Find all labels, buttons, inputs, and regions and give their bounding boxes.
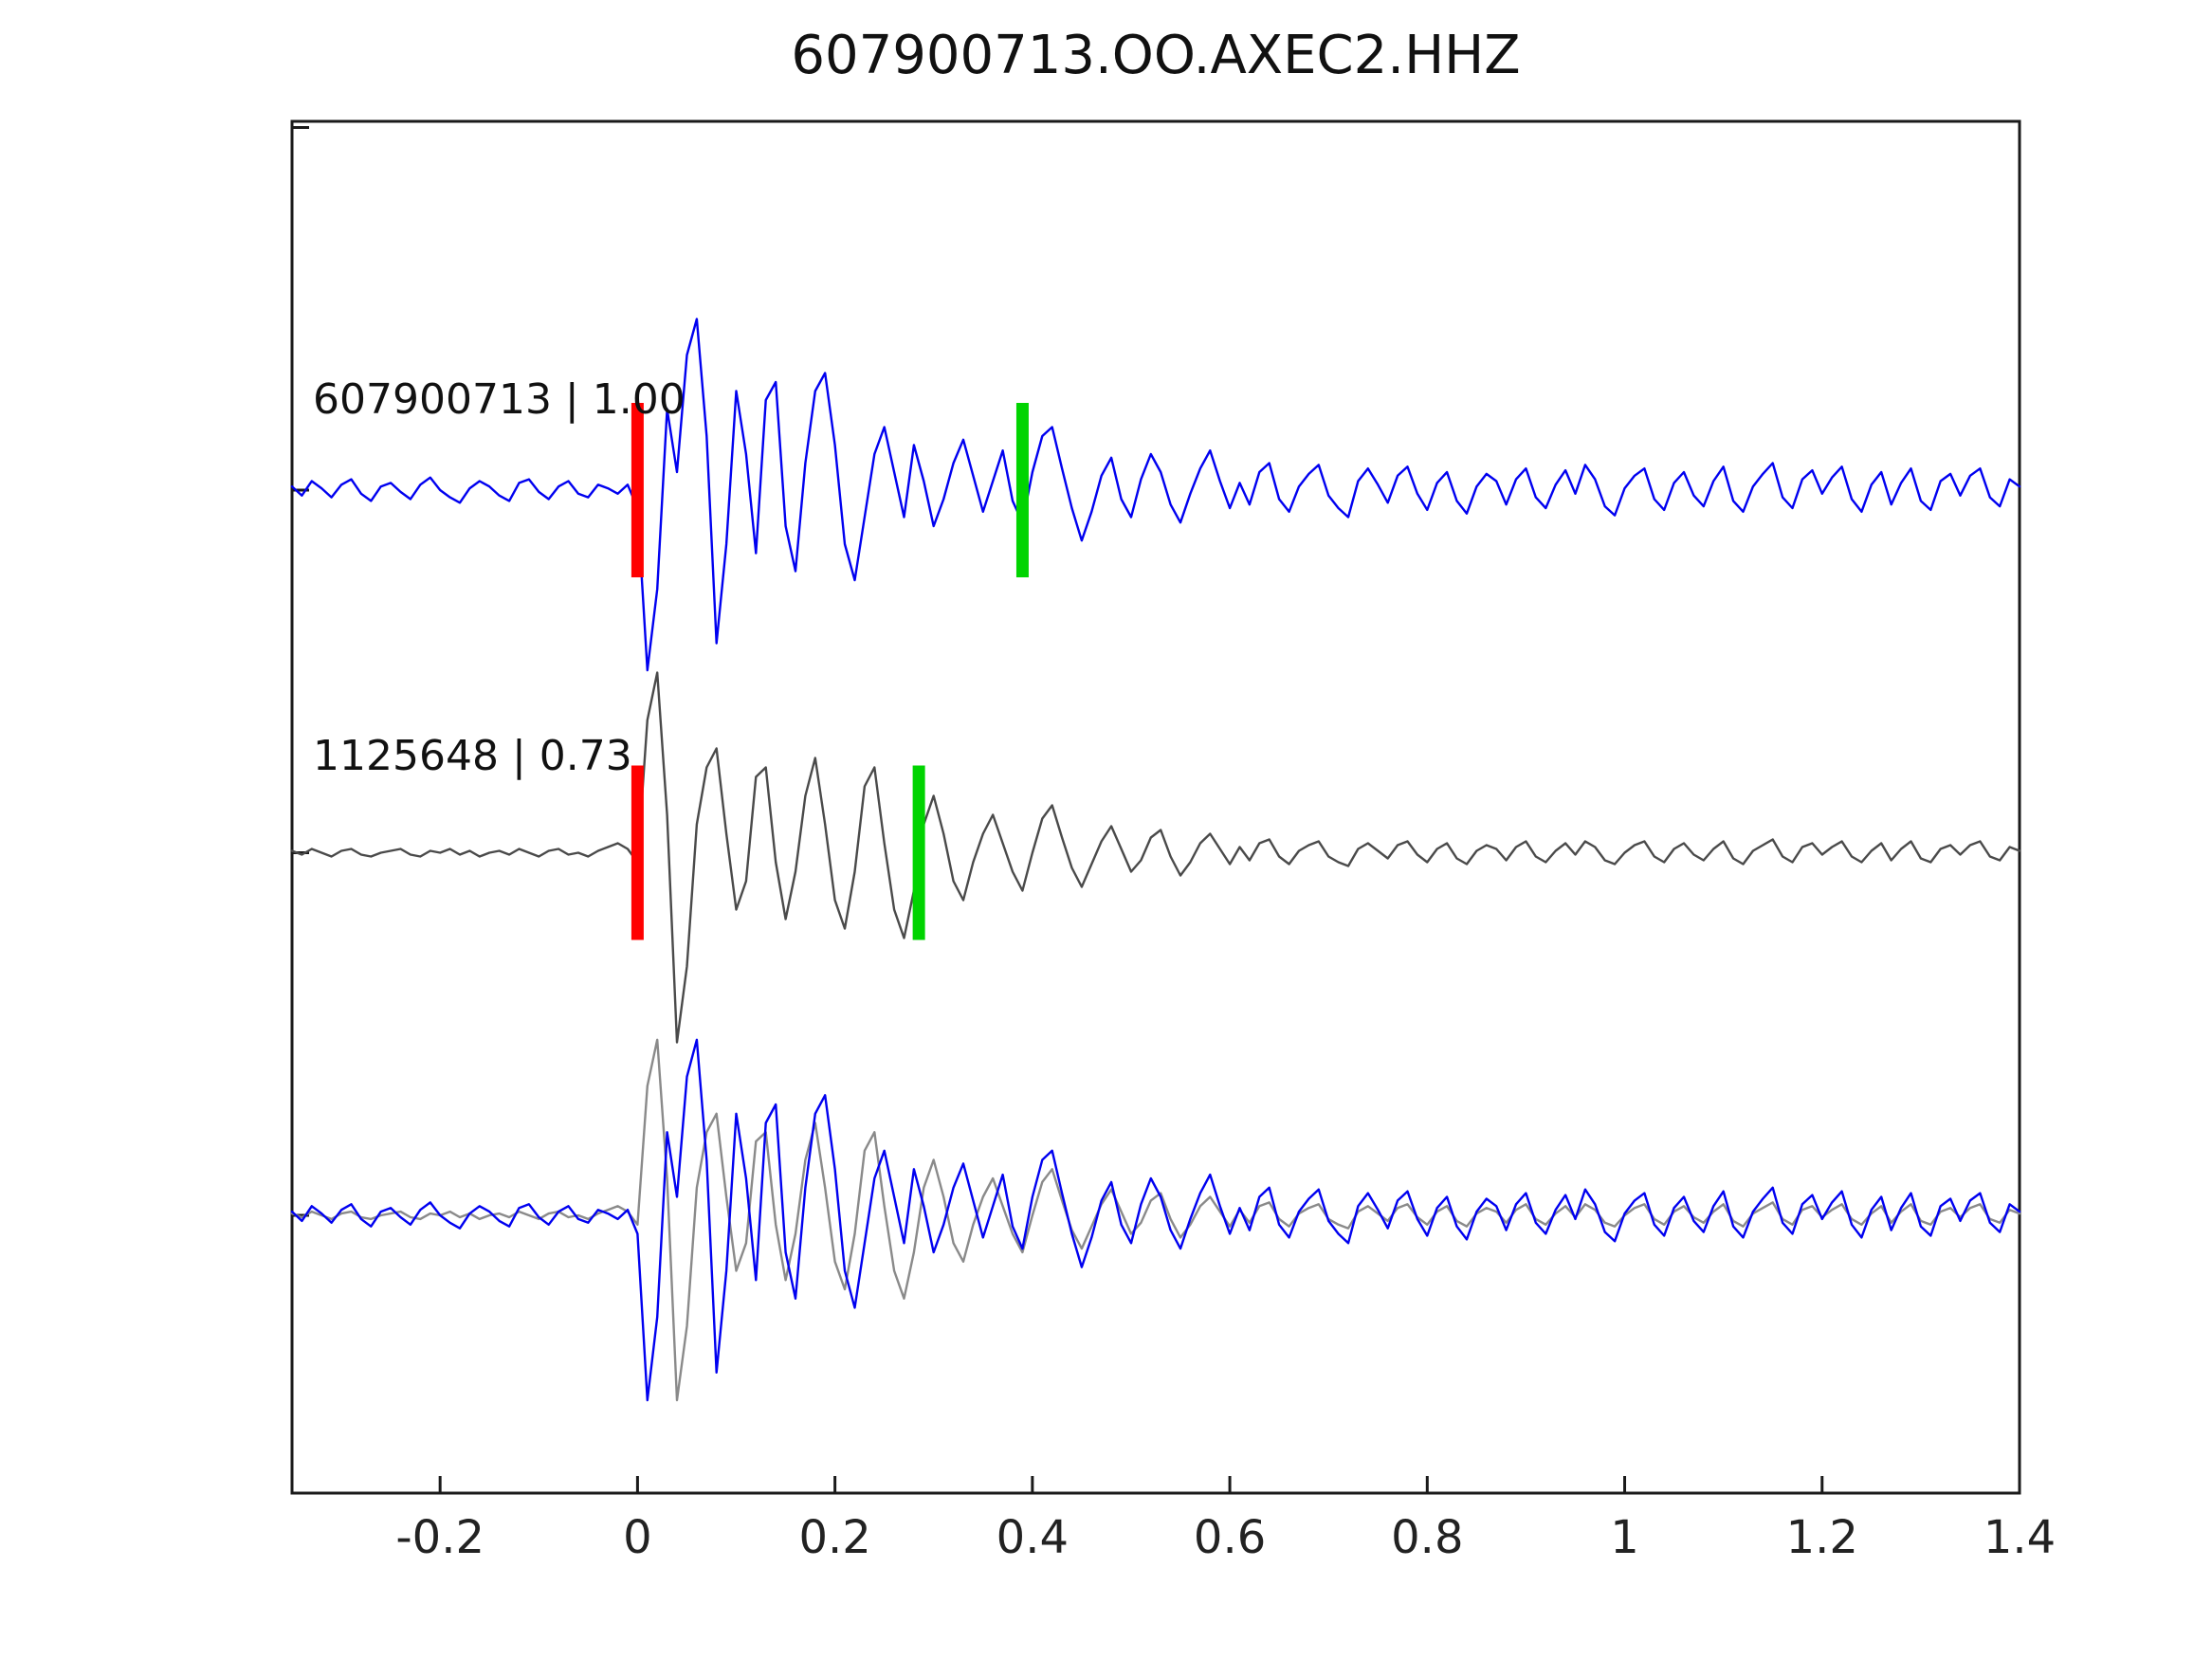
- red-pick-marker-template: [631, 403, 644, 577]
- x-tick-label: 0.8: [1391, 1511, 1464, 1564]
- waveform-template-panel1: [290, 318, 2021, 672]
- x-tick-label: 0.2: [798, 1511, 871, 1564]
- x-tick-label: 1.4: [1983, 1511, 2057, 1564]
- x-tick-label: 0.6: [1193, 1511, 1267, 1564]
- x-tick-label: 1: [1610, 1511, 1639, 1564]
- x-tick-label: 0.4: [996, 1511, 1069, 1564]
- x-axis-tick-labels: -0.2 0 0.2 0.4 0.6 0.8 1 1.2 1.4: [0, 1511, 2212, 1577]
- plot-border: [290, 119, 2021, 1495]
- waveform-template-panel3: [290, 1038, 2021, 1402]
- x-tick-label: 0: [623, 1511, 652, 1564]
- trace-label-template: 607900713 | 1.00: [313, 375, 686, 424]
- red-pick-marker-detection: [631, 765, 644, 940]
- waveform-detection-panel2: [290, 671, 2021, 1044]
- trace-label-detection: 1125648 | 0.73: [313, 732, 632, 780]
- x-tick-label: -0.2: [395, 1511, 484, 1564]
- green-pick-marker-template: [1015, 403, 1029, 577]
- chart-title: 607900713.OO.AXEC2.HHZ: [791, 25, 1521, 86]
- green-pick-marker-detection: [912, 765, 925, 940]
- x-tick-label: 1.2: [1785, 1511, 1858, 1564]
